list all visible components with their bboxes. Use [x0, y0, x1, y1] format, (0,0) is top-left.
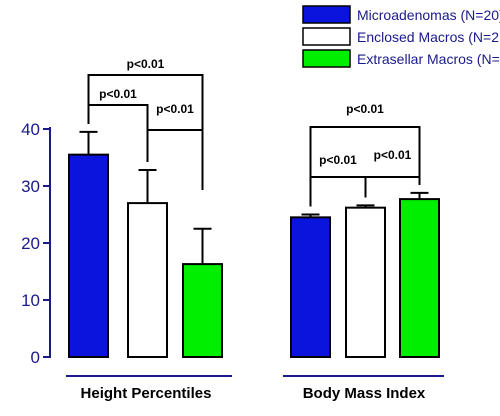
- significance-bracket: [364, 176, 421, 198]
- bar: [399, 198, 440, 358]
- legend-label: Enclosed Macros (N=21): [357, 29, 500, 45]
- bar: [68, 153, 109, 358]
- significance-bracket: [309, 176, 367, 207]
- legend: Microadenomas (N=20) Enclosed Macros (N=2…: [302, 5, 500, 68]
- y-axis: 0 10 20 30 40: [21, 120, 51, 367]
- legend-swatch: [302, 27, 351, 46]
- significance-bracket: [146, 129, 204, 190]
- significance-label: p<0.01: [346, 102, 384, 116]
- x-category-label: Height Percentiles: [81, 385, 212, 402]
- bar: [182, 263, 223, 358]
- significance-brackets: p<0.01 p<0.01 p<0.01 p<0.01 p<0.01 p<0.01: [87, 57, 421, 207]
- y-tick-label: 40: [21, 120, 40, 139]
- significance-label: p<0.01: [156, 102, 194, 116]
- x-axis: Height Percentiles Body Mass Index: [66, 375, 444, 402]
- y-tick-label: 30: [21, 177, 40, 196]
- y-tick-label: 20: [21, 234, 40, 253]
- legend-swatch: [302, 5, 351, 24]
- legend-label: Extrasellar Macros (N=9): [357, 51, 500, 67]
- significance-bracket: [87, 74, 204, 135]
- bar: [345, 206, 386, 358]
- significance-bracket: [87, 104, 149, 163]
- x-category-label: Body Mass Index: [303, 385, 426, 402]
- bars: [68, 153, 440, 358]
- legend-label: Microadenomas (N=20): [357, 7, 500, 23]
- significance-label: p<0.01: [374, 148, 412, 162]
- bar: [290, 216, 331, 358]
- significance-label: p<0.01: [99, 87, 137, 101]
- y-tick-label: 0: [31, 348, 40, 367]
- legend-swatch: [302, 49, 351, 68]
- significance-label: p<0.01: [319, 153, 357, 167]
- bar: [127, 202, 168, 358]
- error-bars: [79, 130, 429, 265]
- significance-label: p<0.01: [127, 57, 165, 71]
- significance-bracket: [309, 126, 421, 187]
- y-tick-label: 10: [21, 291, 40, 310]
